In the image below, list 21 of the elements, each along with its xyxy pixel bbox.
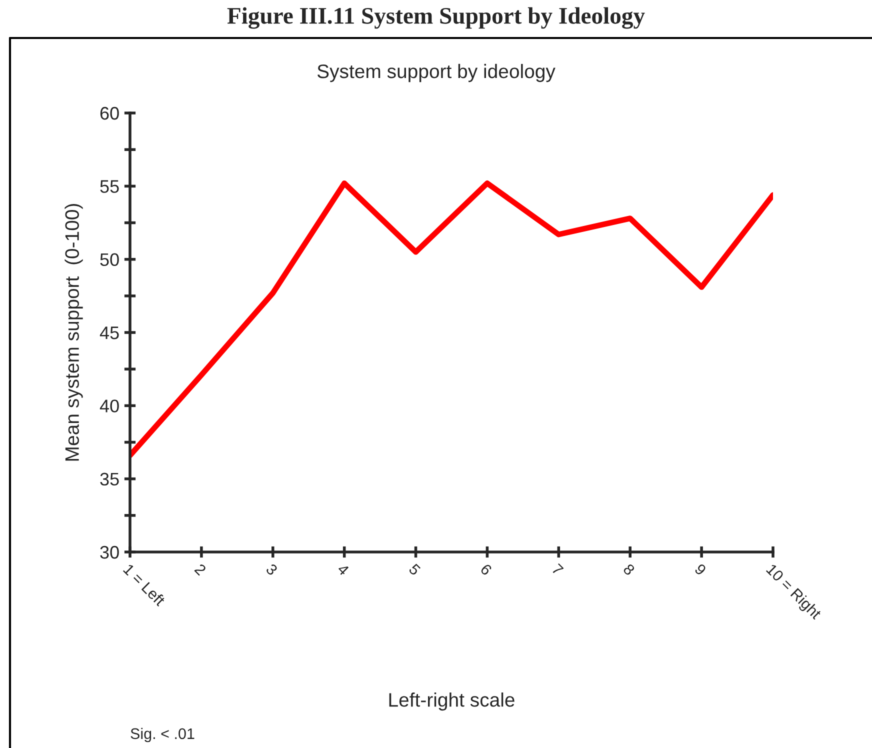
y-tick-label: 35 bbox=[100, 472, 119, 486]
x-tick-label: 1 = Left bbox=[122, 563, 166, 607]
chart-subtitle: System support by ideology bbox=[317, 64, 556, 82]
x-tick-label: 9 bbox=[694, 563, 707, 576]
x-tick-label: 2 bbox=[194, 563, 207, 576]
x-tick-label: 3 bbox=[265, 563, 278, 576]
x-tick-label: 8 bbox=[622, 563, 636, 576]
y-axis-title: Mean system support (0-100) bbox=[64, 204, 83, 461]
x-axis-title: Left-right scale bbox=[389, 692, 514, 711]
x-tick-label: 5 bbox=[408, 563, 421, 576]
x-tick-label: 6 bbox=[480, 563, 492, 576]
y-tick-label: 30 bbox=[100, 546, 119, 559]
y-tick-label: 45 bbox=[100, 326, 119, 340]
y-tick-label: 40 bbox=[100, 400, 119, 412]
x-tick-label: 7 bbox=[551, 563, 564, 576]
chart-title: Figure III.11 System Support by Ideology bbox=[227, 7, 645, 29]
y-tick-label: 60 bbox=[100, 106, 119, 120]
y-tick-label: 55 bbox=[100, 180, 119, 193]
y-tick-label: 50 bbox=[100, 253, 119, 266]
x-tick-label: 4 bbox=[336, 563, 350, 576]
text: Sig. < .01 bbox=[130, 728, 194, 742]
